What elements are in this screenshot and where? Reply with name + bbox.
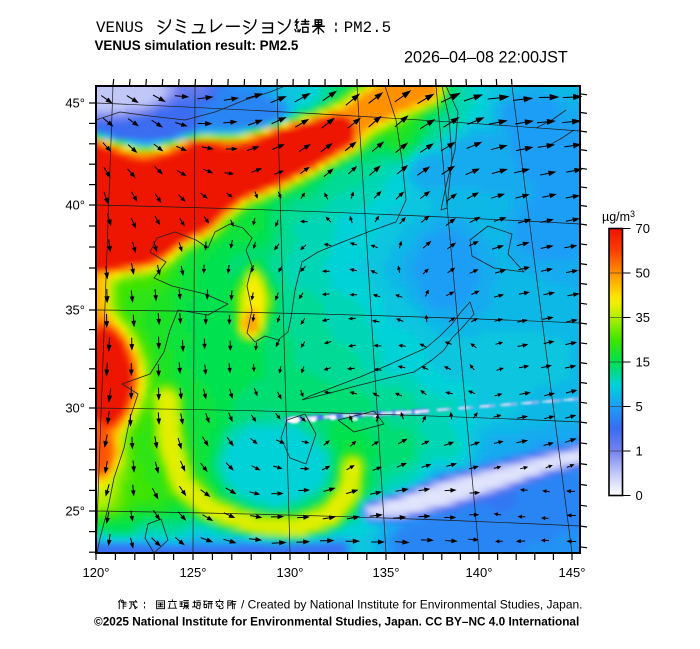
svg-text:2026–04–08 22:00JST: 2026–04–08 22:00JST [404,49,568,67]
svg-text:50: 50 [636,266,650,281]
svg-text:120°: 120° [83,565,110,580]
svg-text:130°: 130° [277,565,304,580]
svg-text:1: 1 [636,444,643,459]
svg-text:135°: 135° [373,565,400,580]
svg-text:5: 5 [636,399,643,414]
svg-text:µg/m3: µg/m3 [602,209,635,224]
svg-text:VENUS simulation result: PM2.5: VENUS simulation result: PM2.5 [95,38,299,53]
svg-text:30°: 30° [65,401,85,416]
svg-text:©2025 National Institute for E: ©2025 National Institute for Environment… [94,615,579,629]
svg-text:45°: 45° [65,96,85,111]
svg-text:0: 0 [636,488,643,503]
svg-text:35: 35 [636,310,650,325]
svg-text:70: 70 [636,221,650,236]
svg-text:40°: 40° [65,198,85,213]
svg-text:140°: 140° [466,565,493,580]
svg-text:/ Created by National Institut: / Created by National Institute for Envi… [241,598,583,612]
svg-text:PM2.5: PM2.5 [344,19,391,37]
svg-text:15: 15 [636,355,650,370]
svg-text:25°: 25° [65,504,85,519]
svg-text:35°: 35° [65,303,85,318]
svg-text:125°: 125° [180,565,207,580]
svg-text:145°: 145° [559,565,586,580]
svg-text:VENUS: VENUS [96,19,143,37]
